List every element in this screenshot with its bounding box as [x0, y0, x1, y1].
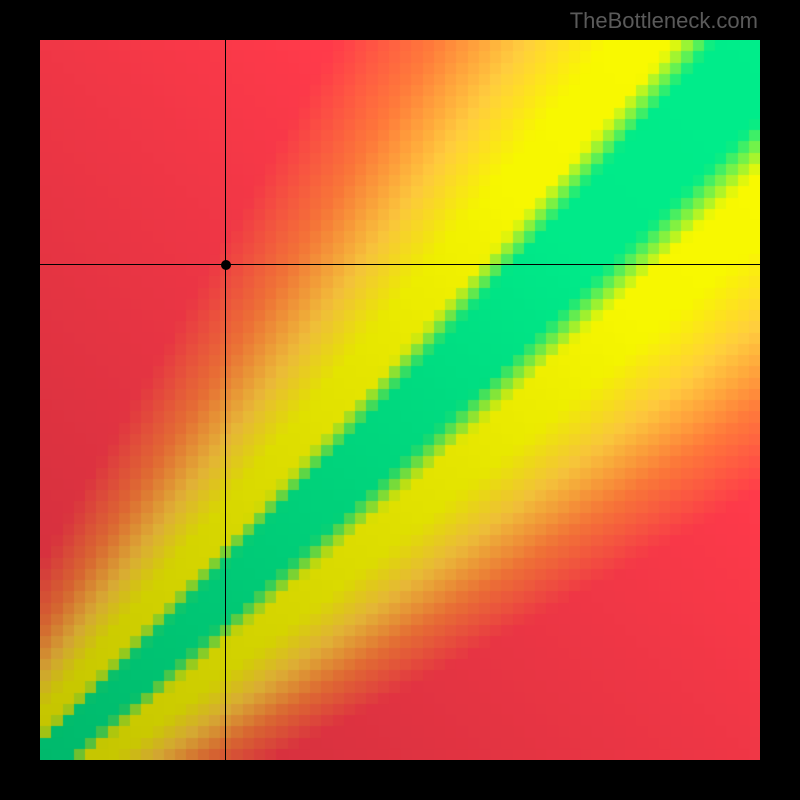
- crosshair-marker-dot: [221, 260, 231, 270]
- plot-frame: [40, 40, 760, 760]
- bottleneck-heatmap: [40, 40, 760, 760]
- watermark-text: TheBottleneck.com: [570, 8, 758, 34]
- crosshair-horizontal: [40, 264, 760, 265]
- crosshair-vertical: [225, 40, 226, 760]
